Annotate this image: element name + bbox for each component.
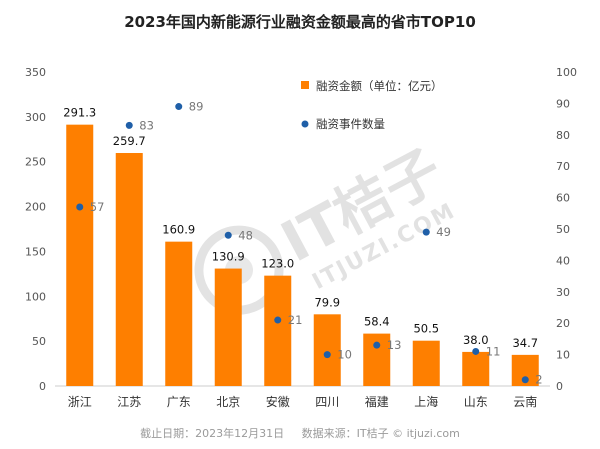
bar-value-label: 160.9 [162,223,195,237]
bar-value-label: 58.4 [364,315,390,329]
dot-value-label: 11 [486,344,501,358]
y-right-tick-label: 40 [556,254,570,267]
dot [472,347,480,355]
x-tick-label: 江苏 [117,395,141,409]
bar [313,314,341,386]
bar-value-label: 123.0 [261,257,294,271]
legend-swatch-amount [301,81,309,89]
y-right-tick-label: 100 [556,66,577,79]
dot-value-label: 49 [436,225,451,239]
y-right-tick-label: 50 [556,223,570,236]
dot-value-label: 89 [189,100,204,114]
x-tick-label: 云南 [513,394,537,409]
y-left-tick-label: 50 [32,335,46,348]
dot-value-label: 21 [288,313,303,327]
bar [462,351,490,386]
bar-value-label: 38.0 [463,333,489,347]
y-right-tick-label: 0 [556,380,563,393]
dot [521,376,529,384]
bar [214,268,242,386]
x-axis: 浙江 江苏 广东 北京 安徽 四川 福建 上海 山东 云南 [68,394,538,409]
x-tick-label: 北京 [216,395,240,409]
bar [264,275,292,386]
dot-value-label: 13 [387,338,402,352]
bar-series: 291.3 259.7 160.9 130.9 123.0 79.9 58.4 50.5 38.… [63,106,539,386]
dot [323,351,331,359]
dot [175,103,183,111]
x-tick-label: 浙江 [68,395,92,409]
y-left-tick-label: 300 [25,111,46,124]
chart-title: 2023年国内新能源行业融资金额最高的省市TOP10 [124,13,476,31]
y-left-tick-label: 200 [25,201,46,214]
y-right-tick-label: 30 [556,286,570,299]
x-tick-label: 上海 [414,394,438,409]
x-tick-label: 福建 [365,394,389,409]
bar-value-label: 291.3 [63,106,96,120]
y-right-axis: 0 10 20 30 40 50 60 70 80 90 100 [556,66,577,393]
y-right-tick-label: 10 [556,349,570,362]
bar [115,153,143,386]
y-right-tick-label: 20 [556,317,570,330]
x-tick-label: 安徽 [266,394,290,409]
bar-value-label: 34.7 [512,336,538,350]
bar-value-label: 259.7 [113,134,146,148]
legend: 融资金额（单位：亿元） 融资事件数量 [301,79,443,131]
dot-value-label: 57 [90,200,105,214]
dot-value-label: 10 [337,348,352,362]
dot-value-label: 2 [535,373,542,387]
y-left-tick-label: 100 [25,290,46,303]
y-right-tick-label: 70 [556,160,570,173]
y-left-tick-label: 350 [25,66,46,79]
legend-label-amount: 融资金额（单位：亿元） [316,79,443,93]
dot-value-label: 83 [139,118,154,132]
bar [66,124,94,386]
y-left-tick-label: 150 [25,245,46,258]
legend-label-count: 融资事件数量 [316,117,385,131]
dot [224,231,232,239]
y-left-axis: 0 50 100 150 200 250 300 350 [25,66,46,393]
dot [76,203,84,211]
bar [412,340,440,386]
bar [165,241,193,386]
dot [125,121,133,129]
dot [373,341,381,349]
footer-note: 截止日期：2023年12月31日 数据来源：IT桔子 © itjuzi.com [140,426,460,440]
dot [422,228,430,236]
y-left-tick-label: 250 [25,156,46,169]
x-tick-label: 山东 [464,395,488,409]
watermark-logo-ring [194,225,284,315]
bar-value-label: 130.9 [212,250,245,264]
dot [274,316,282,324]
y-left-tick-label: 0 [39,380,46,393]
dot-value-label: 48 [238,228,253,242]
x-tick-label: 广东 [167,395,191,409]
x-tick-label: 四川 [315,395,339,409]
bar-value-label: 79.9 [314,295,340,309]
dot-series: 57 83 89 48 21 10 13 49 11 2 [76,100,543,387]
legend-swatch-count [301,120,309,128]
y-right-tick-label: 90 [556,97,570,110]
y-right-tick-label: 80 [556,129,570,142]
bar-value-label: 50.5 [413,322,439,336]
y-right-tick-label: 60 [556,192,570,205]
